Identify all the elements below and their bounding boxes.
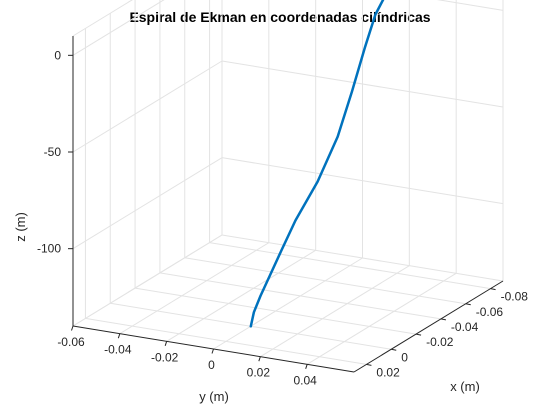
z-axis-label: z (m)	[13, 212, 28, 242]
z-tick-label: -50	[44, 145, 62, 159]
y-tick-label: -0.02	[151, 350, 179, 364]
x-tick-label: -0.02	[426, 335, 454, 349]
x-tick-mark	[366, 363, 372, 366]
grid-line	[213, 257, 363, 350]
y-tick-mark	[258, 356, 261, 362]
grid-line	[72, 0, 165, 56]
y-tick-label: 0.04	[293, 373, 317, 387]
box-edge	[221, 234, 504, 282]
y-tick-mark	[164, 341, 168, 346]
grid-line	[306, 272, 457, 365]
grid-line	[166, 249, 316, 342]
grid-line	[221, 157, 504, 205]
x-tick-label: -0.04	[451, 320, 479, 334]
x-tick-mark	[465, 303, 471, 306]
chart-title: Espiral de Ekman en coordenadas cilíndri…	[129, 9, 431, 25]
y-tick-mark	[211, 348, 214, 354]
y-tick-mark	[117, 333, 121, 339]
x-tick-mark	[490, 288, 496, 291]
z-tick-label: 0	[54, 48, 61, 62]
x-tick-mark	[415, 333, 422, 336]
y-axis-label: y (m)	[199, 389, 229, 404]
x-tick-mark	[440, 318, 447, 321]
y-tick-mark	[305, 364, 308, 369]
x-tick-label: -0.08	[501, 290, 529, 304]
y-tick-label: 0	[208, 358, 215, 372]
x-tick-mark	[391, 348, 397, 351]
x-tick-label: 0	[401, 350, 408, 364]
grid-line	[72, 157, 223, 250]
grid-line	[119, 242, 270, 335]
series-line	[249, 0, 385, 328]
grid-line	[436, 0, 504, 11]
y-tick-label: -0.06	[57, 335, 85, 349]
x-tick-label: 0.02	[376, 365, 400, 379]
box-edge	[72, 0, 133, 37]
z-tick-label: -100	[37, 242, 61, 256]
grid-line	[221, 60, 504, 108]
x-axis-label: x (m)	[450, 379, 480, 394]
grid-line	[72, 60, 223, 153]
grid-line	[260, 265, 410, 358]
box-edge	[72, 234, 223, 327]
y-tick-label: -0.04	[104, 343, 132, 357]
x-tick-label: -0.06	[476, 305, 504, 319]
y-tick-label: 0.02	[247, 366, 271, 380]
y-tick-mark	[71, 325, 74, 331]
x-axis-line	[353, 280, 504, 373]
